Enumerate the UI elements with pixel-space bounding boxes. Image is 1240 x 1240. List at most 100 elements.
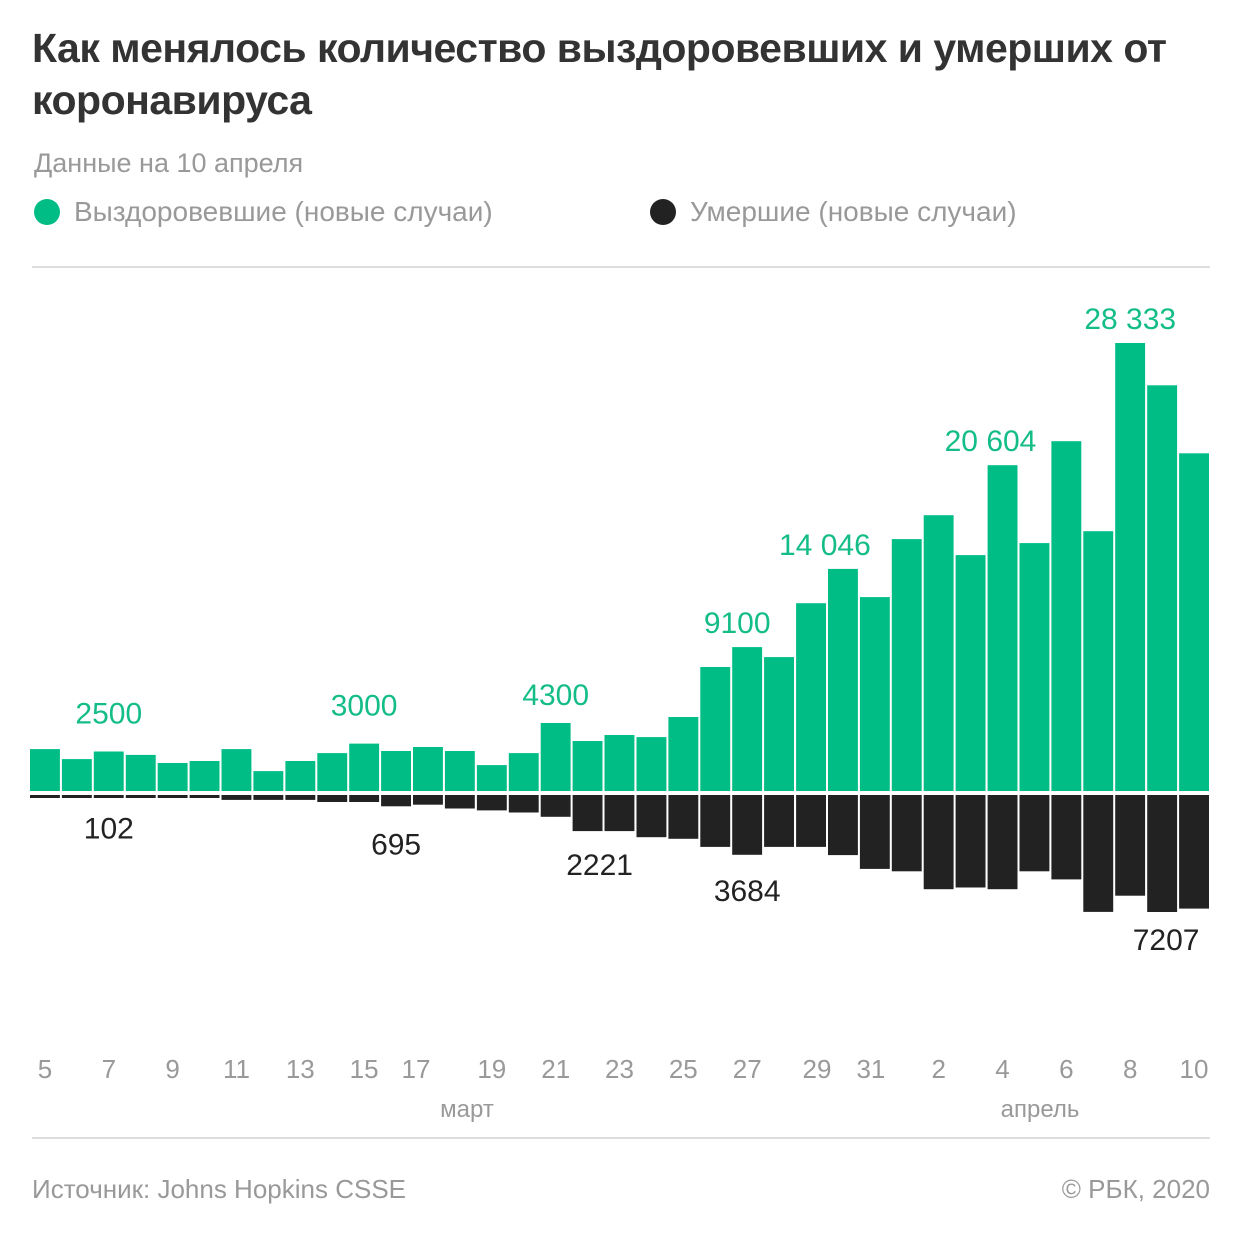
- x-tick-label: 8: [1123, 1054, 1137, 1084]
- copyright-note: © РБК, 2020: [1061, 1174, 1210, 1204]
- data-label-recovered-30: 20 604: [945, 425, 1037, 458]
- bar-recovered-36: [1179, 453, 1209, 791]
- bar-deaths-13: [444, 795, 475, 809]
- bar-recovered-4: [157, 763, 188, 791]
- bar-recovered-0: [30, 749, 60, 791]
- x-tick-label: 10: [1180, 1054, 1209, 1084]
- bar-deaths-1: [61, 795, 92, 798]
- data-label-recovered-10: 3000: [331, 690, 398, 723]
- month-label-1: апрель: [1001, 1096, 1080, 1123]
- x-tick-label: 25: [669, 1054, 698, 1084]
- bar-deaths-27: [891, 795, 922, 872]
- source-note: Источник: Johns Hopkins CSSE: [32, 1174, 407, 1204]
- bar-recovered-10: [349, 743, 380, 791]
- bar-recovered-7: [253, 771, 284, 791]
- x-tick-label: 13: [286, 1054, 315, 1084]
- bar-deaths-14: [476, 795, 507, 811]
- bar-deaths-3: [125, 795, 156, 798]
- bar-recovered-15: [508, 753, 539, 791]
- legend-dot-recovered-icon: [34, 199, 60, 225]
- data-label-recovered-34: 28 333: [1084, 303, 1176, 336]
- bar-deaths-21: [700, 795, 731, 847]
- bar-deaths-33: [1083, 795, 1114, 912]
- bar-recovered-31: [1019, 543, 1050, 791]
- x-tick-label: 9: [165, 1054, 179, 1084]
- legend-label-recovered: Выздоровевшие (новые случаи): [74, 196, 493, 227]
- bar-deaths-26: [859, 795, 890, 869]
- bar-recovered-23: [764, 657, 794, 791]
- x-tick-label: 29: [803, 1054, 832, 1084]
- bar-recovered-3: [125, 754, 156, 791]
- legend-dot-deaths-icon: [650, 199, 676, 225]
- bar-deaths-35: [1147, 795, 1178, 912]
- x-tick-label: 31: [856, 1054, 885, 1084]
- bar-deaths-9: [317, 795, 348, 802]
- x-tick-label: 6: [1059, 1054, 1073, 1084]
- bar-deaths-28: [923, 795, 954, 890]
- data-label-recovered-2: 2500: [75, 698, 142, 731]
- bar-deaths-11: [381, 795, 411, 807]
- legend: Выздоровевшие (новые случаи) Умершие (но…: [34, 196, 1214, 236]
- bar-recovered-1: [61, 759, 92, 791]
- bar-deaths-15: [508, 795, 539, 813]
- bar-recovered-26: [859, 597, 890, 791]
- data-label-deaths-17: 2221: [566, 849, 633, 882]
- bar-recovered-11: [381, 751, 411, 791]
- bar-recovered-16: [540, 723, 571, 791]
- x-tick-label: 17: [402, 1054, 431, 1084]
- x-tick-label: 19: [477, 1054, 506, 1084]
- bar-recovered-24: [796, 603, 826, 791]
- x-tick-label: 4: [995, 1054, 1009, 1084]
- data-label-recovered-22: 9100: [704, 607, 771, 640]
- bar-deaths-7: [253, 795, 284, 800]
- bar-deaths-31: [1019, 795, 1050, 872]
- bar-recovered-2: [93, 751, 124, 791]
- bar-recovered-13: [444, 751, 475, 791]
- x-tick-label: 7: [102, 1054, 116, 1084]
- x-tick-label: 27: [733, 1054, 762, 1084]
- bar-recovered-33: [1083, 531, 1114, 791]
- bar-recovered-35: [1147, 385, 1178, 791]
- month-label-0: март: [440, 1096, 494, 1123]
- data-label-deaths-2: 102: [84, 813, 134, 846]
- bar-deaths-0: [30, 795, 60, 798]
- bar-deaths-34: [1115, 795, 1146, 896]
- bar-deaths-20: [668, 795, 699, 839]
- bar-deaths-8: [285, 795, 316, 800]
- bar-deaths-23: [764, 795, 794, 847]
- bar-deaths-30: [987, 795, 1018, 890]
- x-tick-label: 21: [541, 1054, 570, 1084]
- bar-deaths-22: [732, 795, 763, 855]
- bar-deaths-36: [1179, 795, 1209, 909]
- bar-recovered-30: [987, 465, 1018, 791]
- bar-recovered-28: [923, 515, 954, 791]
- x-tick-label: 2: [931, 1054, 945, 1084]
- bar-recovered-18: [604, 735, 635, 791]
- data-label-recovered-25: 14 046: [779, 529, 871, 562]
- x-tick-label: 23: [605, 1054, 634, 1084]
- chart-subtitle: Данные на 10 апреля: [34, 148, 304, 178]
- bar-recovered-29: [955, 555, 986, 791]
- bar-deaths-32: [1051, 795, 1082, 880]
- bar-recovered-34: [1115, 343, 1146, 791]
- data-label-deaths-35: 7207: [1133, 924, 1200, 957]
- bar-recovered-12: [413, 747, 443, 791]
- bar-recovered-17: [572, 741, 603, 791]
- bar-recovered-14: [476, 765, 507, 791]
- bottom-divider: [32, 1137, 1210, 1139]
- bar-recovered-6: [221, 749, 252, 791]
- bar-recovered-20: [668, 717, 699, 791]
- legend-item-deaths: Умершие (новые случаи): [650, 196, 1017, 228]
- bar-deaths-12: [413, 795, 443, 805]
- bar-deaths-4: [157, 795, 188, 798]
- bar-recovered-9: [317, 753, 348, 791]
- x-tick-label: 11: [223, 1054, 250, 1084]
- legend-item-recovered: Выздоровевшие (новые случаи): [34, 196, 493, 228]
- legend-label-deaths: Умершие (новые случаи): [690, 196, 1017, 227]
- bar-recovered-25: [828, 568, 858, 791]
- bar-deaths-19: [636, 795, 667, 838]
- bar-deaths-16: [540, 795, 571, 817]
- bar-deaths-29: [955, 795, 986, 888]
- chart-title: Как менялось количество выздоровевших и …: [32, 25, 1167, 123]
